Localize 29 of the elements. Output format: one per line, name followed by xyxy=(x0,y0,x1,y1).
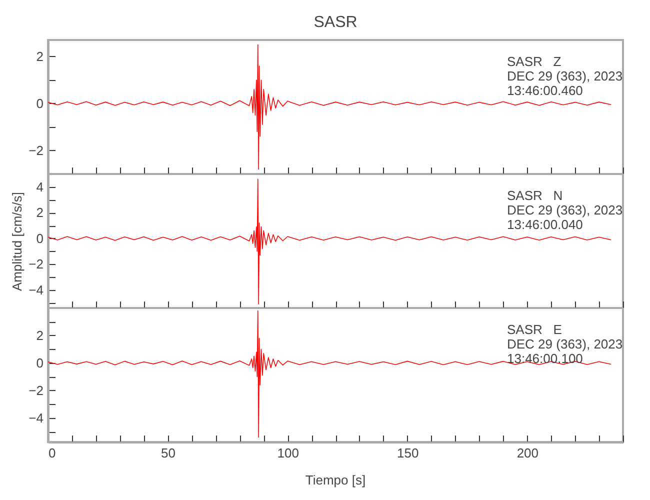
annotation: 13:46:00.040 xyxy=(507,217,583,232)
annotation: SASR E xyxy=(507,322,562,337)
y-tick-label: −4 xyxy=(28,410,44,426)
y-tick-label: 2 xyxy=(36,48,44,64)
annotation: 13:46:00.100 xyxy=(507,351,583,366)
y-tick-label: 2 xyxy=(36,328,44,343)
annotation: DEC 29 (363), 2023 xyxy=(507,202,623,218)
y-tick-label: −2 xyxy=(28,382,44,398)
x-tick-label: 150 xyxy=(397,446,419,460)
annotation: SASR Z xyxy=(507,54,562,69)
annotation: SASR N xyxy=(507,188,563,203)
y-tick-label: 0 xyxy=(36,355,44,370)
x-axis-title: Tiempo [s] xyxy=(305,472,366,488)
annotation: DEC 29 (363), 2023 xyxy=(507,336,623,352)
x-tick-label: 50 xyxy=(161,446,176,460)
y-tick-label: 2 xyxy=(36,205,44,220)
y-tick-label: −2 xyxy=(28,256,44,272)
annotation: DEC 29 (363), 2023 xyxy=(507,68,623,84)
x-tick-label: 200 xyxy=(516,446,539,460)
x-tick-label: 100 xyxy=(277,446,299,460)
y-tick-label: 0 xyxy=(36,230,44,246)
y-axis-title: Amplitud [cm/s/s] xyxy=(10,192,25,291)
annotation: 13:46:00.460 xyxy=(507,83,583,98)
x-tick-label: 0 xyxy=(48,446,56,460)
y-tick-label: 4 xyxy=(36,179,44,194)
y-tick-label: −2 xyxy=(28,142,44,158)
y-tick-label: −4 xyxy=(28,282,44,298)
y-tick-label: 0 xyxy=(36,96,44,111)
chart-title: SASR xyxy=(314,14,358,31)
